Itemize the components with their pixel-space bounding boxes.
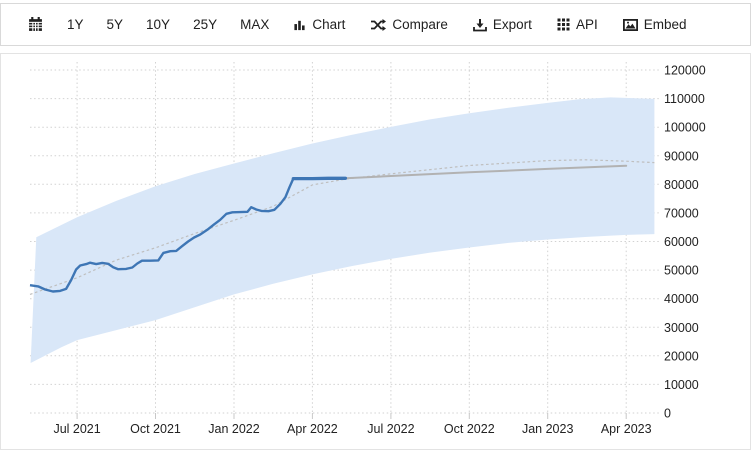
y-axis-labels: 0 10000 20000 30000 40000 50000 60000 70000 8000… (664, 64, 706, 421)
svg-text:50000: 50000 (664, 264, 699, 278)
toolbar-actions: Chart Compare (293, 17, 686, 32)
api-button[interactable]: API (557, 17, 598, 32)
svg-text:110000: 110000 (664, 92, 705, 106)
svg-text:20000: 20000 (664, 349, 699, 363)
forecast-line (344, 164, 628, 180)
svg-text:40000: 40000 (664, 292, 699, 306)
range-selector: 1Y 5Y 10Y 25Y MAX (67, 17, 269, 32)
svg-text:60000: 60000 (664, 235, 699, 249)
x-axis-labels: Jul 2021 Oct 2021 Jan 2022 Apr 2022 Jul 2022… (53, 422, 651, 436)
svg-text:Jul 2021: Jul 2021 (53, 422, 100, 436)
chart-type-button[interactable]: Chart (293, 17, 345, 32)
compare-button[interactable]: Compare (370, 17, 448, 32)
chart-toolbar: 1Y 5Y 10Y 25Y MAX Chart (0, 3, 751, 46)
svg-text:120000: 120000 (664, 64, 706, 78)
svg-text:Jul 2022: Jul 2022 (367, 422, 414, 436)
range-button-10y[interactable]: 10Y (146, 17, 171, 32)
actual-series-line (29, 177, 346, 293)
svg-text:80000: 80000 (664, 178, 699, 192)
svg-text:100000: 100000 (664, 121, 706, 135)
shuffle-icon (370, 18, 387, 32)
svg-text:90000: 90000 (664, 149, 699, 163)
calendar-button[interactable] (28, 17, 43, 32)
download-icon (473, 18, 487, 32)
svg-text:Apr 2023: Apr 2023 (601, 422, 652, 436)
range-button-max[interactable]: MAX (240, 17, 270, 32)
svg-text:0: 0 (664, 407, 671, 421)
svg-text:Oct 2022: Oct 2022 (444, 422, 495, 436)
confidence-band (30, 97, 655, 364)
svg-text:Jan 2022: Jan 2022 (208, 422, 259, 436)
svg-text:Jan 2023: Jan 2023 (522, 422, 573, 436)
svg-text:Apr 2022: Apr 2022 (287, 422, 338, 436)
svg-text:30000: 30000 (664, 321, 699, 335)
range-button-5y[interactable]: 5Y (106, 17, 124, 32)
calendar-icon (28, 17, 43, 32)
bar-chart-icon (293, 18, 306, 32)
svg-text:10000: 10000 (664, 378, 699, 392)
grid-icon (557, 18, 570, 31)
trend-line (29, 159, 655, 295)
chart-canvas[interactable]: Jul 2021 Oct 2021 Jan 2022 Apr 2022 Jul 2022… (1, 54, 750, 449)
svg-text:Oct 2021: Oct 2021 (130, 422, 181, 436)
image-icon (622, 18, 638, 32)
chart-card: Jul 2021 Oct 2021 Jan 2022 Apr 2022 Jul 2022… (0, 53, 751, 450)
embed-button[interactable]: Embed (622, 17, 686, 32)
svg-text:70000: 70000 (664, 206, 699, 220)
range-button-25y[interactable]: 25Y (193, 17, 218, 32)
export-button[interactable]: Export (473, 17, 532, 32)
range-button-1y[interactable]: 1Y (67, 17, 84, 32)
